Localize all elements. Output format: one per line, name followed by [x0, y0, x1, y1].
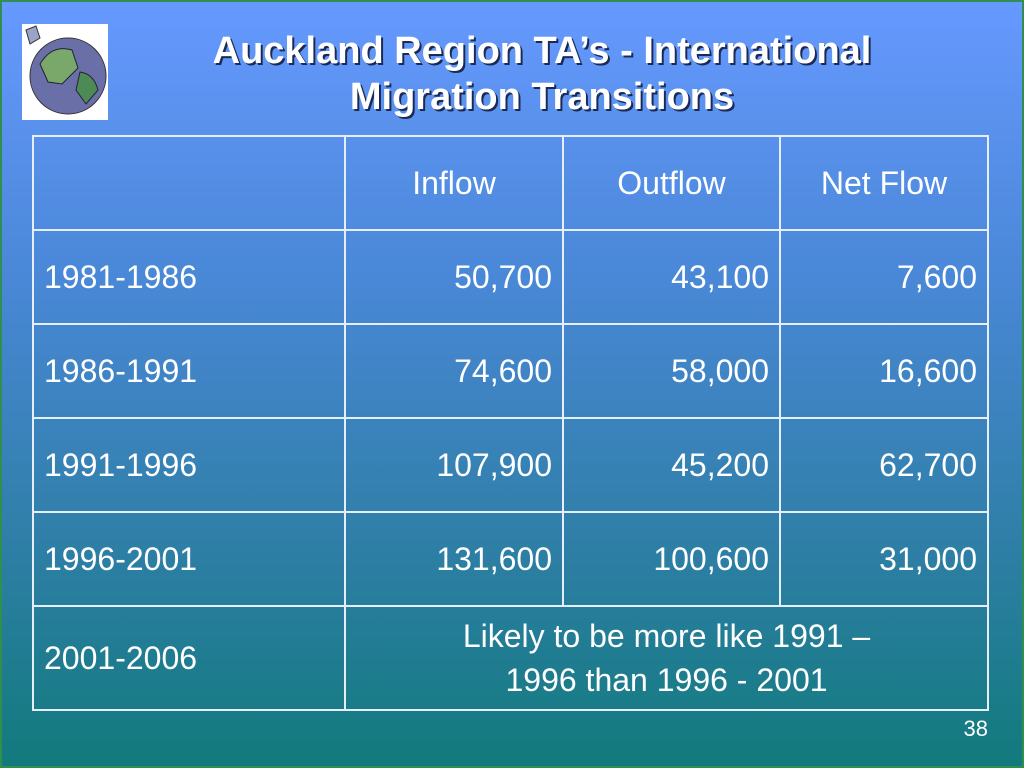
table-cell: 16,600 — [779, 323, 989, 419]
table-cell: 74,600 — [344, 323, 564, 419]
column-header: Net Flow — [779, 135, 989, 231]
column-header: Outflow — [562, 135, 781, 231]
globe-icon — [22, 24, 108, 120]
table-cell: 58,000 — [562, 323, 781, 419]
table-row: 1991-1996 107,900 45,200 62,700 — [32, 417, 989, 513]
table-cell: 7,600 — [779, 229, 989, 325]
note-line: 1996 than 1996 - 2001 — [505, 662, 828, 698]
slide-title: Auckland Region TA’s - International Migr… — [112, 28, 972, 120]
column-header: Inflow — [344, 135, 564, 231]
table-cell: 100,600 — [562, 511, 781, 607]
table-cell: 131,600 — [344, 511, 564, 607]
note-line: Likely to be more like 1991 – — [462, 618, 871, 654]
table-cell: 45,200 — [562, 417, 781, 513]
row-label: 1996-2001 — [32, 511, 346, 607]
table-row: 1986-1991 74,600 58,000 16,600 — [32, 323, 989, 419]
table-cell: 107,900 — [344, 417, 564, 513]
header-row: Inflow Outflow Net Flow — [32, 135, 989, 231]
table-row: 2001-2006 Likely to be more like 1991 – 19… — [32, 605, 989, 711]
row-label: 1991-1996 — [32, 417, 346, 513]
table-cell: 43,100 — [562, 229, 781, 325]
data-table: Inflow Outflow Net Flow 1981-1986 50,700 43,1… — [32, 135, 989, 711]
table-cell: 50,700 — [344, 229, 564, 325]
table-row: 1996-2001 131,600 100,600 31,000 — [32, 511, 989, 607]
title-line: Auckland Region TA’s - International — [212, 30, 872, 72]
page-number: 38 — [963, 716, 988, 741]
title-line: Migration Transitions — [349, 76, 735, 118]
row-label: 2001-2006 — [32, 605, 346, 711]
row-label: 1981-1986 — [32, 229, 346, 325]
table-cell: 62,700 — [779, 417, 989, 513]
note-cell: Likely to be more like 1991 – 1996 than 1… — [344, 605, 989, 711]
table-row: 1981-1986 50,700 43,100 7,600 — [32, 229, 989, 325]
empty-cell — [32, 135, 346, 231]
table-cell: 31,000 — [779, 511, 989, 607]
row-label: 1986-1991 — [32, 323, 346, 419]
